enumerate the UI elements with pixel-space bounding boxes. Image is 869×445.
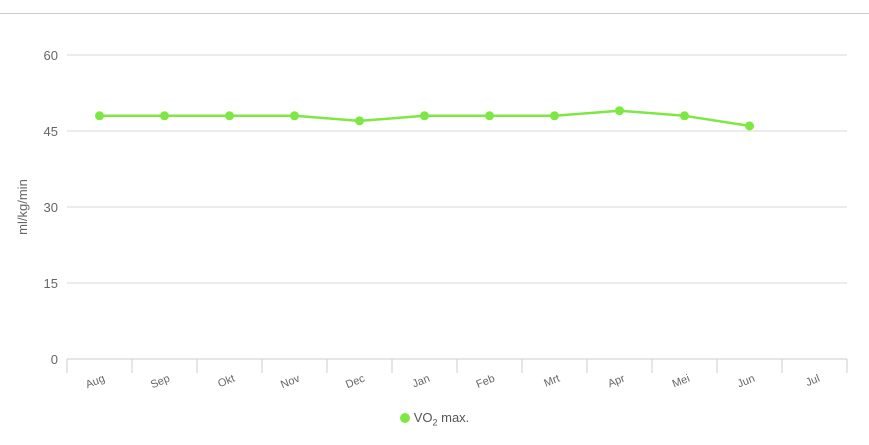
data-point-okt: [225, 111, 234, 121]
x-tick-label: Mrt: [542, 373, 561, 390]
x-tick-label: Dec: [344, 372, 367, 391]
x-tick-label: Aug: [84, 373, 107, 391]
legend[interactable]: VO2 max.: [0, 410, 869, 428]
x-tick-label: Nov: [279, 372, 302, 391]
x-tick-label: Feb: [475, 373, 497, 391]
y-tick-45: 45: [44, 124, 58, 139]
x-tick-label: Jan: [411, 373, 432, 391]
data-point-feb: [485, 111, 494, 121]
data-point-jan: [420, 111, 429, 121]
x-tick-label: Jul: [804, 373, 822, 389]
top-divider: [0, 13, 869, 14]
data-point-dec: [355, 116, 364, 126]
data-point-jun: [745, 121, 754, 131]
x-tick-label: Apr: [606, 373, 627, 391]
y-tick-labels: 0 15 30 45 60: [44, 48, 58, 367]
series-vo2max: [95, 106, 754, 131]
data-point-mei: [680, 111, 689, 121]
x-tick-label: Sep: [149, 373, 172, 391]
data-point-mrt: [550, 111, 559, 121]
x-tick-label: Okt: [216, 373, 236, 391]
y-tick-30: 30: [44, 200, 58, 215]
y-tick-0: 0: [51, 352, 58, 367]
grid-lines: [67, 54, 847, 284]
x-tick-label: Mei: [671, 373, 692, 391]
y-axis-label: ml/kg/min: [15, 179, 30, 235]
x-tick-labels: Aug Sep Okt Nov Dec Jan Feb Mrt Apr Mei Jun Jul: [84, 372, 822, 391]
x-axis: [66, 358, 848, 373]
x-tick-label: Jun: [736, 373, 757, 391]
data-point-apr: [615, 106, 624, 116]
y-tick-60: 60: [44, 48, 58, 63]
data-point-sep: [160, 111, 169, 121]
data-point-aug: [95, 111, 104, 121]
legend-label: VO2 max.: [413, 410, 470, 428]
legend-marker: [399, 413, 410, 423]
y-tick-15: 15: [44, 276, 58, 291]
data-point-nov: [290, 111, 299, 121]
